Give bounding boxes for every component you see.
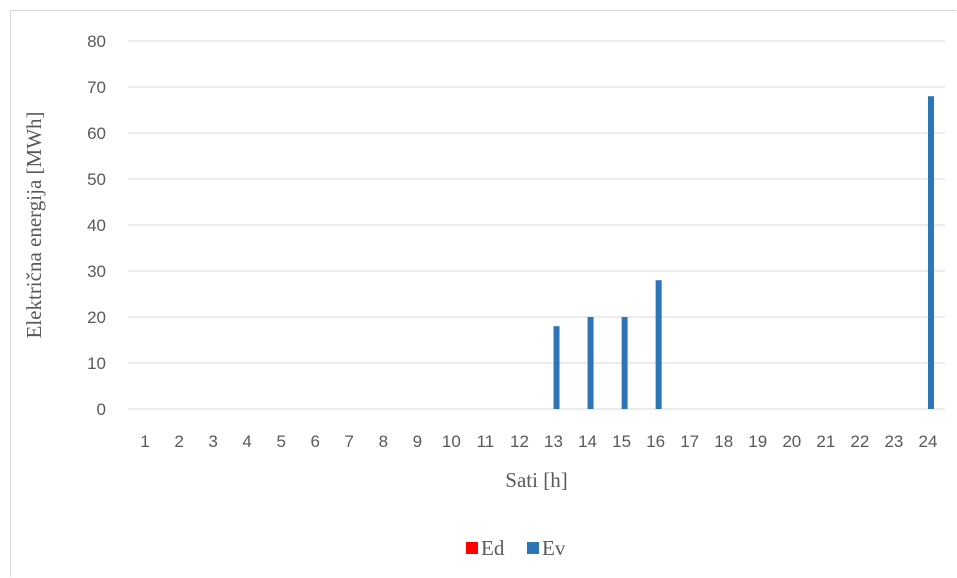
y-tick-label: 50 [87,170,106,189]
x-tick-label: 22 [850,432,869,451]
x-tick-label: 23 [884,432,903,451]
legend-label-ed: Ed [481,536,505,560]
y-tick-label: 30 [87,262,106,281]
x-axis-title: Sati [h] [505,468,567,492]
x-tick-label: 3 [208,432,217,451]
x-tick-label: 15 [612,432,631,451]
x-tick-label: 4 [242,432,251,451]
bar-ev-24 [927,96,934,409]
x-tick-label: 21 [816,432,835,451]
legend: Ed Ev [466,536,566,560]
x-tick-label: 6 [310,432,319,451]
bar-ev-13 [553,326,560,409]
x-tick-label: 12 [510,432,529,451]
y-tick-label: 80 [87,32,106,51]
y-tick-label: 0 [97,400,106,419]
x-tick-label: 19 [748,432,767,451]
chart-frame [10,10,956,577]
x-tick-label: 13 [544,432,563,451]
x-tick-label: 1 [140,432,149,451]
y-tick-label: 10 [87,354,106,373]
x-tick-label: 20 [782,432,801,451]
x-tick-label: 18 [714,432,733,451]
gridlines [128,40,945,410]
bar-ev-16 [655,280,662,409]
y-tick-labels: 0 10 20 30 40 50 60 70 80 [87,32,106,419]
bars [553,96,934,409]
y-tick-label: 70 [87,78,106,97]
x-tick-label: 8 [379,432,388,451]
x-tick-labels: 1 2 3 4 5 6 7 8 9 10 11 12 13 14 15 16 17 18 19 20 21 22 23 24 [140,432,937,451]
x-tick-label: 24 [919,432,938,451]
x-tick-label: 16 [646,432,665,451]
x-tick-label: 11 [477,432,495,451]
y-tick-label: 60 [87,124,106,143]
legend-label-ev: Ev [542,536,566,560]
x-tick-label: 7 [345,432,354,451]
legend-swatch-ed [466,542,478,554]
x-tick-label: 17 [680,432,699,451]
x-tick-label: 5 [276,432,285,451]
x-tick-label: 9 [413,432,422,451]
legend-swatch-ev [527,542,539,554]
bar-ev-15 [621,317,628,409]
x-tick-label: 2 [174,432,183,451]
x-tick-label: 10 [442,432,461,451]
y-tick-label: 20 [87,308,106,327]
x-tick-label: 14 [578,432,597,451]
bar-ev-14 [587,317,594,409]
y-tick-label: 40 [87,216,106,235]
y-axis-title: Električna energija [MWh] [22,111,46,338]
